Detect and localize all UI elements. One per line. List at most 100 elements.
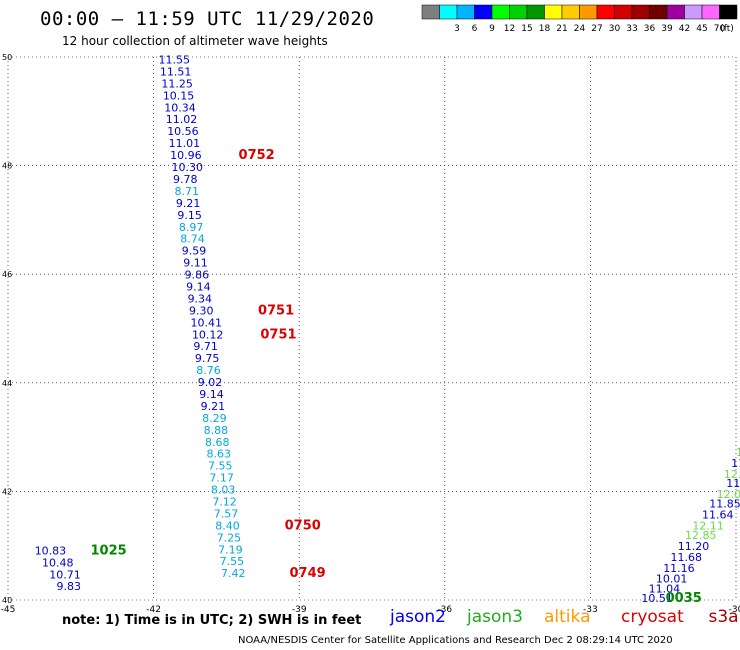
legend-item-jason2: jason2 xyxy=(390,607,446,627)
scale-label: 30 xyxy=(609,24,621,34)
swh-value: 7.55 xyxy=(208,460,233,473)
scale-unit: (ft) xyxy=(720,24,734,34)
swh-value: 9.71 xyxy=(193,340,218,353)
scale-label: 6 xyxy=(472,24,478,34)
lon-tick-label: -42 xyxy=(146,605,161,615)
swh-value: 7.25 xyxy=(217,531,242,544)
swh-value: 7.55 xyxy=(220,555,245,568)
lat-tick-label: 46 xyxy=(2,270,12,279)
legend-item-altika: altika xyxy=(544,607,591,627)
swh-value: 12.11 xyxy=(692,519,724,532)
swh-value: 10.51 xyxy=(641,592,673,605)
swh-value: 9.21 xyxy=(176,197,201,210)
swh-value: 9.83 xyxy=(57,580,82,593)
legend-item-s3a: s3a xyxy=(708,607,739,627)
scale-label: 3 xyxy=(454,24,460,34)
lon-tick-label: -33 xyxy=(583,605,598,615)
swh-value: 12.03 xyxy=(717,488,740,501)
swh-value: 10.83 xyxy=(35,544,66,557)
scale-label: 12 xyxy=(504,24,515,34)
lon-tick-label: -45 xyxy=(1,605,16,615)
swh-value: 10.71 xyxy=(49,568,81,581)
swh-value: 11.04 xyxy=(649,582,681,595)
legend-item-jason3: jason3 xyxy=(467,607,523,627)
swh-value: 10.48 xyxy=(42,556,73,569)
swh-value: 11.01 xyxy=(169,137,201,150)
swh-value: 11.20 xyxy=(678,540,710,553)
lat-tick-label: 48 xyxy=(2,162,12,171)
scale-label: 18 xyxy=(539,24,551,34)
pass-time-label: 0751 xyxy=(260,327,296,342)
scale-label: 39 xyxy=(661,24,673,34)
pass-time-label: 0752 xyxy=(239,148,275,163)
swh-value: 8.97 xyxy=(179,221,204,234)
swh-value: 8.71 xyxy=(174,185,199,198)
swh-value: 8.68 xyxy=(205,436,230,449)
swh-value: 12.4 xyxy=(724,468,740,481)
swh-value: 8.29 xyxy=(202,412,227,425)
swh-value: 9.75 xyxy=(195,352,220,365)
page-title: 00:00 – 11:59 UTC 11/29/2020 xyxy=(40,8,375,30)
swh-value: 10.12 xyxy=(192,328,224,341)
swh-value: 7.17 xyxy=(209,472,234,485)
swh-value: 11.68 xyxy=(670,551,702,564)
swh-value: 11.64 xyxy=(702,509,734,522)
page-subtitle: 12 hour collection of altimeter wave hei… xyxy=(62,34,328,48)
scale-label: 9 xyxy=(489,24,495,34)
swh-value: 9.15 xyxy=(177,209,202,222)
swh-value: 11.16 xyxy=(663,562,695,575)
swh-value: 11.85 xyxy=(709,498,740,511)
pass-time-label: 0750 xyxy=(285,518,321,533)
swh-value: 12 xyxy=(736,446,740,459)
swh-value: 10.01 xyxy=(656,573,688,586)
lat-tick-label: 40 xyxy=(2,596,12,605)
swh-value: 9.78 xyxy=(173,173,198,186)
lon-tick-label: -36 xyxy=(437,605,452,615)
swh-value: 10.96 xyxy=(170,149,202,162)
swh-value: 9.86 xyxy=(185,269,210,282)
scale-label: 21 xyxy=(556,24,567,34)
swh-value: 8.40 xyxy=(215,519,240,532)
lon-tick-label: -39 xyxy=(292,605,307,615)
swh-value: 11.79 xyxy=(726,477,740,490)
swh-value: 11.25 xyxy=(161,77,193,90)
swh-value: 7.57 xyxy=(214,507,239,520)
swh-value: 9.11 xyxy=(183,257,208,270)
swh-value: 11.4 xyxy=(731,457,740,470)
scale-label: 33 xyxy=(626,24,637,34)
footnote: note: 1) Time is in UTC; 2) SWH is in fe… xyxy=(62,613,362,628)
swh-value: 7.19 xyxy=(218,543,243,556)
swh-value: 11.51 xyxy=(160,65,192,78)
swh-value: 9.30 xyxy=(189,304,214,317)
swh-value: 8.03 xyxy=(211,484,236,497)
scale-label: 70 xyxy=(714,24,726,34)
pass-time-label: 0749 xyxy=(289,566,325,581)
lon-tick-label: -30 xyxy=(729,605,740,615)
scale-label: 15 xyxy=(521,24,532,34)
swh-value: 7.42 xyxy=(221,567,246,580)
scale-label: 24 xyxy=(574,24,586,34)
swh-value: 9.34 xyxy=(188,292,213,305)
lat-tick-label: 50 xyxy=(2,53,12,62)
swh-value: 8.88 xyxy=(204,424,229,437)
swh-value: 11.02 xyxy=(166,113,198,126)
swh-value: 8.63 xyxy=(207,448,232,461)
swh-value: 10.41 xyxy=(190,316,222,329)
pass-time-label: 0035 xyxy=(666,591,702,606)
swh-value: 12.85 xyxy=(685,529,717,542)
lat-tick-label: 44 xyxy=(2,379,12,388)
color-scale-bar: 3 6 9 12 15 18 21 24 27 30 33 36 39 42 45 70(ft) xyxy=(421,4,738,34)
swh-value: 9.59 xyxy=(182,245,207,258)
scale-label: 45 xyxy=(696,24,707,34)
credit-line: NOAA/NESDIS Center for Satellite Applica… xyxy=(238,635,673,646)
swh-value: 9.21 xyxy=(201,400,226,413)
lat-tick-label: 42 xyxy=(2,487,12,496)
swh-value: 9.14 xyxy=(199,388,224,401)
scale-label: 27 xyxy=(591,24,602,34)
pass-time-label: 1025 xyxy=(91,543,127,558)
scale-swatch xyxy=(719,4,738,20)
scale-label: 42 xyxy=(679,24,690,34)
pass-time-label: 0751 xyxy=(258,303,294,318)
swh-value: 9.02 xyxy=(198,376,223,389)
